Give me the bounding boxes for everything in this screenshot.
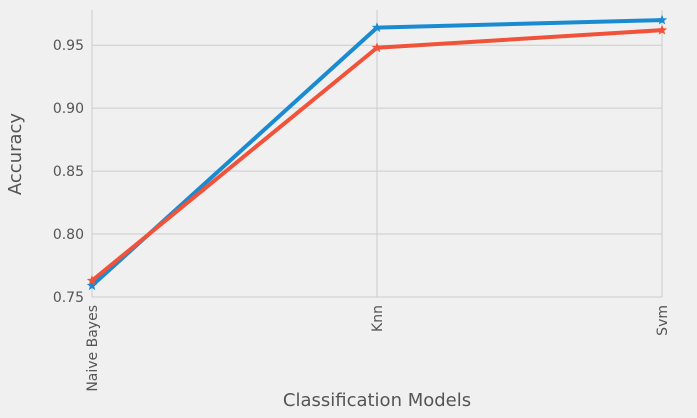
x-tick-label: Svm (655, 305, 671, 336)
data-point-star (656, 24, 668, 35)
y-axis-label: Accuracy (5, 113, 26, 196)
y-tick-label: 0.80 (53, 227, 84, 243)
data-point-star (371, 42, 383, 53)
y-tick-label: 0.85 (53, 164, 84, 180)
y-tick-labels: 0.75 0.80 0.85 0.90 0.95 (53, 38, 84, 306)
data-point-star (656, 14, 668, 25)
series-layer (86, 14, 668, 291)
data-point-star (371, 22, 383, 33)
series-1 (86, 14, 668, 291)
x-axis-label: Classification Models (283, 390, 471, 411)
x-tick-labels: Naive Bayes Knn Svm (85, 305, 671, 392)
y-tick-label: 0.95 (53, 38, 84, 54)
x-tick-label: Naive Bayes (85, 305, 101, 392)
series-2 (86, 24, 668, 286)
x-tick-label: Knn (370, 305, 386, 332)
y-tick-label: 0.75 (53, 290, 84, 306)
y-tick-label: 0.90 (53, 101, 84, 117)
data-point-star (86, 275, 98, 286)
data-point-star (86, 280, 98, 291)
